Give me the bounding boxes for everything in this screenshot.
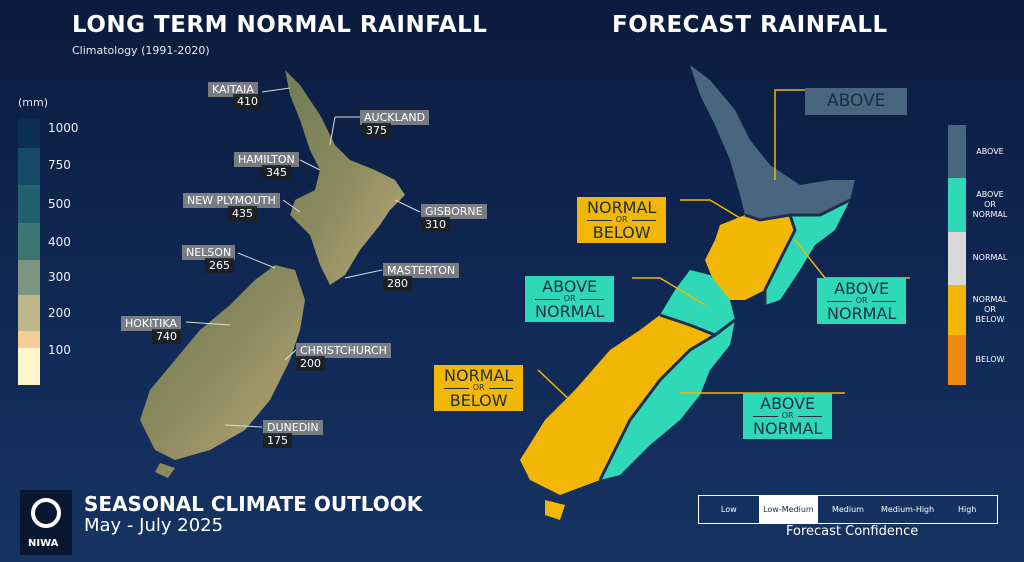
region-label: ABOVE bbox=[805, 88, 908, 115]
station-value: 175 bbox=[263, 433, 292, 448]
confidence-label: Forecast Confidence bbox=[786, 524, 919, 539]
stewart-island bbox=[155, 463, 175, 478]
region-canterbury bbox=[600, 320, 735, 480]
confidence-level: Low bbox=[720, 505, 737, 514]
region-label: ABOVE OR NORMAL bbox=[525, 276, 615, 322]
confidence-bar: Low Low-Medium Medium Medium-High High bbox=[698, 495, 998, 524]
left-title: LONG TERM NORMAL RAINFALL bbox=[72, 12, 488, 38]
station-value: 265 bbox=[205, 258, 234, 273]
label-line: BELOW bbox=[449, 391, 508, 410]
legend-tick: 500 bbox=[48, 197, 71, 211]
legend-tick: 750 bbox=[48, 158, 71, 172]
region-borders bbox=[598, 198, 851, 481]
region-label: ABOVE OR NORMAL bbox=[817, 278, 907, 324]
left-subtitle: Climatology (1991-2020) bbox=[72, 44, 210, 57]
legend-tick: 200 bbox=[48, 306, 71, 320]
legend-line: BELOW bbox=[975, 315, 1005, 324]
label-line: ABOVE bbox=[834, 279, 890, 298]
label-line: NORMAL bbox=[444, 366, 514, 385]
label-line: ABOVE bbox=[760, 394, 816, 413]
region-east bbox=[765, 200, 850, 305]
forecast-legend-label: NORMAL bbox=[970, 253, 1010, 263]
station-name: CHRISTCHURCH bbox=[296, 343, 391, 358]
footer-title: SEASONAL CLIMATE OUTLOOK bbox=[84, 492, 423, 516]
label-or: OR bbox=[535, 295, 604, 303]
label-line: NORMAL bbox=[587, 198, 657, 217]
legend-line: NORMAL bbox=[972, 295, 1008, 304]
station-value: 280 bbox=[383, 276, 412, 291]
legend-line: OR bbox=[984, 305, 996, 314]
label-or: OR bbox=[444, 384, 513, 392]
legend-tick: 1000 bbox=[48, 121, 79, 135]
forecast-legend-label: NORMAL OR BELOW bbox=[970, 295, 1010, 325]
label-or: OR bbox=[753, 412, 822, 420]
legend-unit: (mm) bbox=[18, 96, 49, 109]
station-name: MASTERTON bbox=[383, 263, 460, 278]
stewart-island-forecast bbox=[545, 500, 565, 520]
region-nelson bbox=[660, 270, 735, 335]
station-name: KAITAIA bbox=[208, 82, 258, 97]
label-line: ABOVE bbox=[827, 91, 886, 111]
station-value: 740 bbox=[152, 329, 181, 344]
station-name: NELSON bbox=[182, 245, 236, 260]
forecast-legend-label: ABOVE OR NORMAL bbox=[970, 190, 1010, 220]
confidence-level: Medium bbox=[831, 505, 864, 514]
label-line: NORMAL bbox=[753, 419, 823, 438]
forecast-legend-label: ABOVE bbox=[970, 147, 1010, 157]
region-label: ABOVE OR NORMAL bbox=[743, 393, 833, 439]
station-name: GISBORNE bbox=[421, 204, 487, 219]
label-line: BELOW bbox=[592, 223, 651, 242]
footer-period: May - July 2025 bbox=[84, 515, 224, 536]
legend-line: OR bbox=[984, 200, 996, 209]
confidence-level: Medium-High bbox=[880, 505, 935, 514]
legend-line: NORMAL bbox=[972, 253, 1008, 262]
leaders bbox=[185, 87, 421, 428]
station-value: 410 bbox=[233, 94, 262, 109]
station-name: DUNEDIN bbox=[263, 420, 323, 435]
region-label: NORMAL OR BELOW bbox=[434, 365, 524, 411]
region-label: NORMAL OR BELOW bbox=[577, 197, 667, 243]
forecast-legend bbox=[948, 125, 966, 385]
forecast-legend-label: BELOW bbox=[970, 355, 1010, 365]
legend-line: ABOVE bbox=[976, 190, 1004, 199]
logo-mark bbox=[31, 498, 61, 528]
station-value: 375 bbox=[362, 123, 391, 138]
confidence-level: High bbox=[957, 505, 977, 514]
north-island bbox=[285, 70, 405, 285]
legend-line: ABOVE bbox=[976, 147, 1004, 156]
rainfall-legend bbox=[18, 118, 40, 385]
label-or: OR bbox=[827, 297, 896, 305]
legend-tick: 300 bbox=[48, 270, 71, 284]
confidence-level: Low-Medium bbox=[758, 496, 819, 523]
station-name: HAMILTON bbox=[234, 152, 299, 167]
station-name: AUCKLAND bbox=[360, 110, 430, 125]
logo-text: NIWA bbox=[28, 538, 59, 549]
legend-tick: 400 bbox=[48, 235, 71, 249]
station-value: 200 bbox=[296, 356, 325, 371]
station-name: HOKITIKA bbox=[121, 316, 181, 331]
label-line: NORMAL bbox=[827, 304, 897, 323]
station-value: 435 bbox=[228, 206, 257, 221]
right-title: FORECAST RAINFALL bbox=[612, 12, 888, 38]
legend-line: BELOW bbox=[975, 355, 1005, 364]
legend-line: NORMAL bbox=[972, 210, 1008, 219]
station-value: 310 bbox=[421, 217, 450, 232]
region-central bbox=[705, 215, 795, 300]
label-line: NORMAL bbox=[535, 302, 605, 321]
region-west bbox=[520, 315, 715, 495]
label-or: OR bbox=[587, 216, 656, 224]
legend-tick: 100 bbox=[48, 343, 71, 357]
station-name: NEW PLYMOUTH bbox=[183, 193, 280, 208]
label-line: ABOVE bbox=[542, 277, 598, 296]
station-value: 345 bbox=[262, 165, 291, 180]
south-island bbox=[140, 265, 305, 460]
